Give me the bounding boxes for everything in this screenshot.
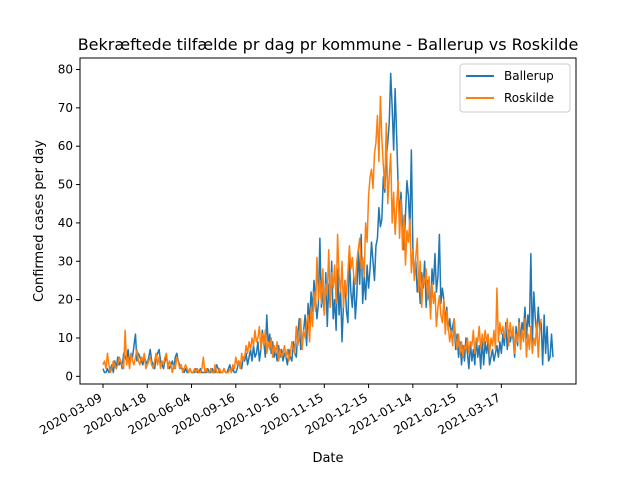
y-tick-label: 20 bbox=[58, 293, 73, 307]
y-tick-label: 60 bbox=[58, 139, 73, 153]
chart-title: Bekræftede tilfælde pr dag pr kommune - … bbox=[78, 35, 579, 54]
y-tick-label: 70 bbox=[58, 101, 73, 115]
series-line-roskilde bbox=[102, 95, 542, 374]
y-axis-label: Confirmed cases per day bbox=[32, 140, 47, 302]
y-tick-label: 10 bbox=[58, 331, 73, 345]
legend: Ballerup Roskilde bbox=[459, 63, 571, 113]
y-tick-label: 50 bbox=[58, 178, 73, 192]
legend-label-ballerup: Ballerup bbox=[504, 69, 554, 83]
plot-frame bbox=[79, 57, 577, 385]
y-tick-label: 0 bbox=[65, 369, 73, 383]
y-tick-label: 40 bbox=[58, 216, 73, 230]
y-axis: 0 10 20 30 40 50 60 70 80 bbox=[58, 63, 80, 383]
legend-label-roskilde: Roskilde bbox=[504, 91, 554, 105]
series-lines bbox=[102, 72, 554, 374]
x-axis-label: Date bbox=[312, 451, 343, 466]
y-tick-label: 80 bbox=[58, 63, 73, 77]
y-tick-label: 30 bbox=[58, 254, 73, 268]
